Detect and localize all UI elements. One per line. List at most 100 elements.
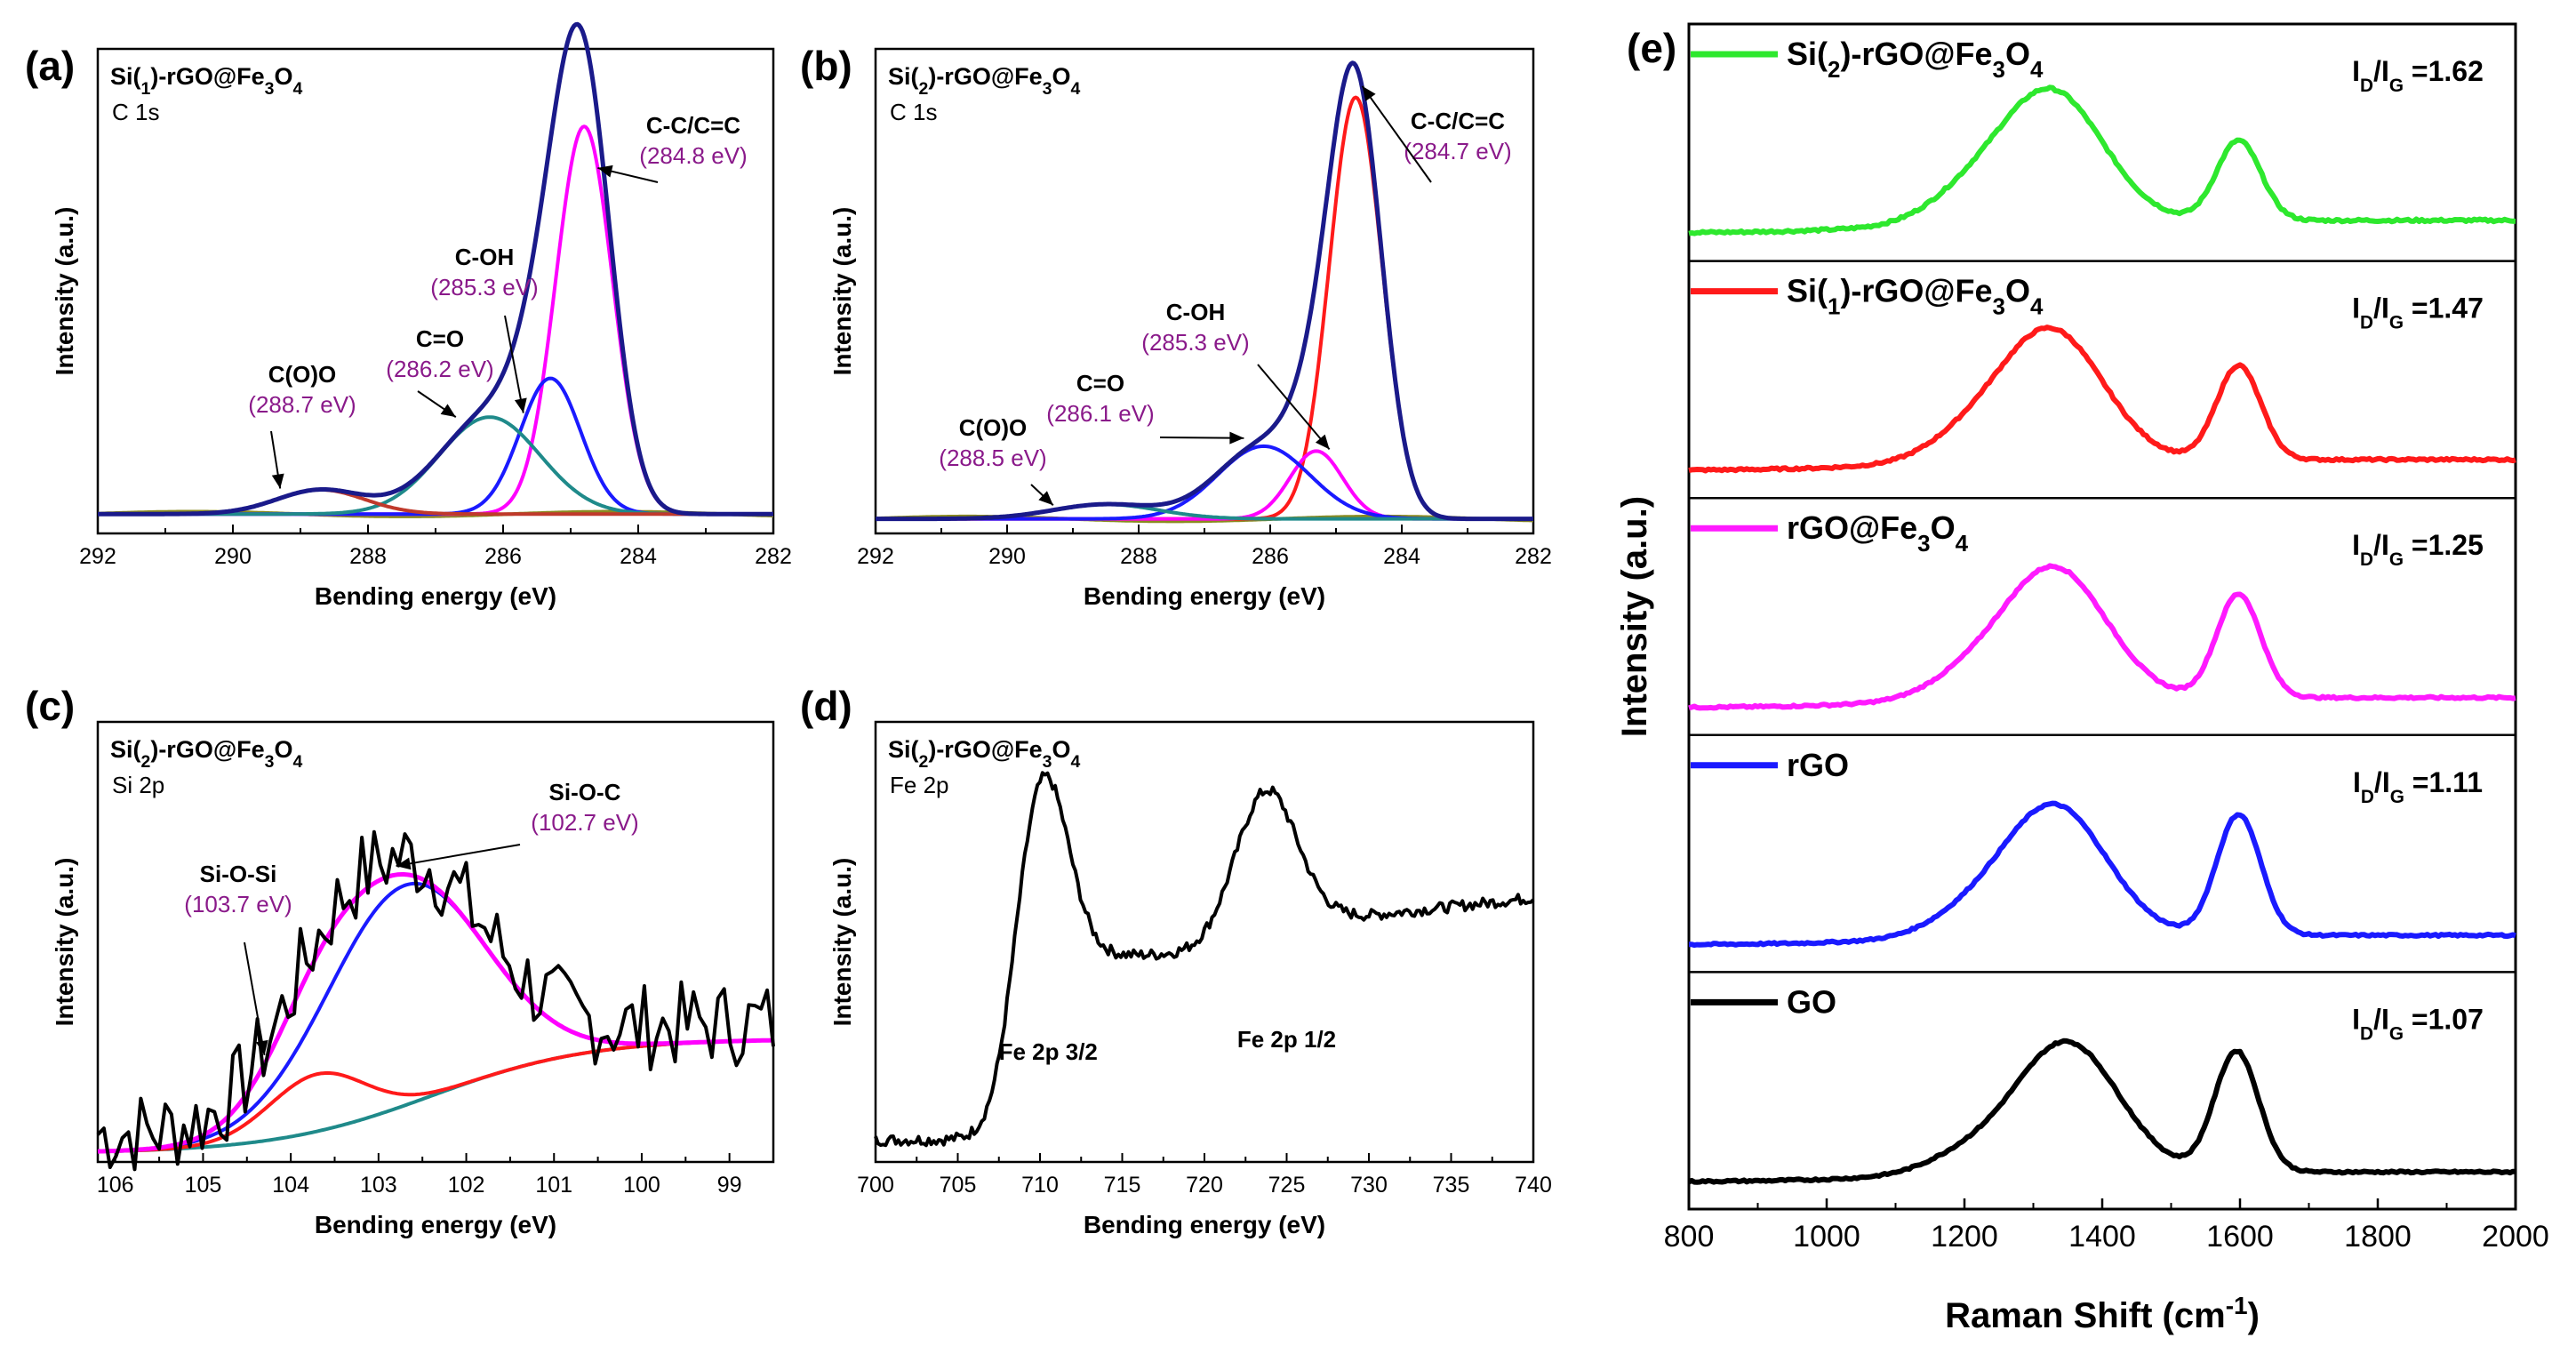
panel-c-xtick-label: 106 (97, 1173, 134, 1198)
panel-b-xtick-label: 286 (1252, 544, 1289, 569)
panel-b-peak-label-3: C(O)O (959, 414, 1028, 441)
panel-b-peak-2-arrow-head (1229, 431, 1244, 445)
panel-b-peak-label-0: C-C/C=C (1411, 108, 1505, 134)
panel-b-peak-1-arrow-head (1315, 434, 1330, 450)
panel-e-panel-label: (e) (1627, 25, 1676, 71)
panel-c-component-0 (97, 881, 773, 1154)
panel-d-xtick-label: 705 (940, 1173, 977, 1198)
panel-c-peak-value-1: (103.7 eV) (184, 891, 292, 917)
panel-d-xtick-label: 720 (1186, 1173, 1223, 1198)
panel-a-peak-1-arrow-line (504, 315, 524, 413)
panel-d-frame (874, 720, 1535, 1164)
panel-a-title: Si(1)-rGO@Fe3O4 (110, 63, 303, 99)
panel-e-xtick-label: 2000 (2482, 1220, 2549, 1254)
panel-e-ratio-2: ID/IG =1.25 (2352, 529, 2484, 570)
panel-e-xtick-label: 1600 (2206, 1220, 2274, 1254)
panel-b-envelope-curve (875, 60, 1534, 522)
panel-d-xtick-label: 735 (1433, 1173, 1470, 1198)
panel-c-peak-value-0: (102.7 eV) (531, 809, 638, 836)
panel-a-subtitle: C 1s (112, 99, 159, 125)
panel-e-ratio-3: ID/IG =1.11 (2353, 766, 2483, 807)
panel-d-annotation-0: Fe 2p 3/2 (999, 1038, 1098, 1065)
panel-a-peak-1-arrow-head (514, 397, 527, 413)
panel-e-xtick-label: 1400 (2068, 1220, 2136, 1254)
panel-b-peak-0-arrow-head (1362, 85, 1376, 101)
panel-d-y-axis-label: Intensity (a.u.) (828, 858, 856, 1027)
panel-a-x-axis-label: Bending energy (eV) (315, 582, 556, 610)
panel-c-frame (96, 720, 775, 1164)
panel-e-xtick-label: 800 (1664, 1220, 1715, 1254)
panel-b-peak-label-2: C=O (1076, 370, 1124, 397)
panel-b-peak-value-2: (286.1 eV) (1046, 400, 1154, 427)
panel-a-peak-label-3: C(O)O (268, 361, 337, 388)
panel-e-series-1-curve (1688, 324, 2516, 474)
panel-b-x-axis-label: Bending energy (eV) (1084, 582, 1325, 610)
panel-c-envelope-curve (97, 872, 773, 1154)
panel-e-xtick-label: 1200 (1931, 1220, 1998, 1254)
panel-b-peak-0-arrow-line (1361, 85, 1432, 183)
panel-a-xtick-label: 282 (755, 544, 792, 569)
panel-a-peak-2-arrow-head (440, 404, 456, 418)
panel-d-x-axis-label: Bending energy (eV) (1084, 1211, 1325, 1238)
panel-a-xtick-label: 292 (79, 544, 116, 569)
panel-d-annotation-1: Fe 2p 1/2 (1237, 1026, 1336, 1053)
panel-e-ratio-1: ID/IG =1.47 (2352, 292, 2484, 333)
panel-e-xtick-label: 1800 (2344, 1220, 2412, 1254)
panel-e-series-3-curve (1688, 800, 2516, 949)
panel-c-title: Si(2)-rGO@Fe3O4 (110, 736, 303, 772)
panel-a-xtick-label: 288 (349, 544, 387, 569)
panel-b-xtick-label: 292 (857, 544, 894, 569)
panel-a-component-1 (97, 376, 774, 517)
panel-a-peak-value-3: (288.7 eV) (248, 391, 356, 418)
panel-a-peak-value-0: (284.8 eV) (639, 142, 747, 169)
panel-c-y-axis-label: Intensity (a.u.) (51, 858, 78, 1027)
panel-c-subtitle: Si 2p (112, 772, 164, 798)
panel-b-xtick-label: 282 (1515, 544, 1552, 569)
panel-b-peak-1-arrow-line (1257, 364, 1331, 451)
panel-a-peak-label-2: C=O (416, 325, 464, 352)
panel-b-peak-value-3: (288.5 eV) (939, 445, 1046, 471)
panel-c-xtick-label: 101 (535, 1173, 572, 1198)
panel-b-title: Si(2)-rGO@Fe3O4 (888, 63, 1081, 99)
panel-c-x-axis-label: Bending energy (eV) (315, 1211, 556, 1238)
panel-a-component-2 (97, 415, 774, 517)
panel-c-raw-curve (96, 829, 775, 1172)
panel-c-xtick-label: 103 (360, 1173, 397, 1198)
panel-e-legend-label-3: rGO (1787, 747, 1849, 783)
panel-e-y-axis-label: Intensity (a.u.) (1615, 496, 1654, 737)
panel-e-series-2-curve (1688, 563, 2516, 711)
panel-a-envelope-curve (97, 21, 774, 517)
panel-e-legend-label-1: Si(1)-rGO@Fe3O4 (1787, 273, 2044, 320)
panel-b-y-axis-label: Intensity (a.u.) (828, 207, 856, 376)
panel-c-peak-1-arrow-line (244, 941, 266, 1056)
panel-c-peak-0-arrow-head (396, 857, 412, 870)
panel-a-xtick-label: 284 (620, 544, 657, 569)
panel-a-peak-label-1: C-OH (455, 244, 514, 270)
panel-e-legend-label-0: Si(2)-rGO@Fe3O4 (1787, 36, 2044, 83)
panel-e-legend-label-2: rGO@Fe3O4 (1787, 509, 1969, 557)
panel-d-panel-label: (d) (800, 683, 852, 729)
panel-a-xtick-label: 290 (214, 544, 252, 569)
panel-e-series-0-curve (1688, 84, 2516, 236)
panel-d-xtick-label: 740 (1515, 1173, 1552, 1198)
panel-d-subtitle: Fe 2p (890, 772, 949, 798)
panel-a-y-axis-label: Intensity (a.u.) (51, 207, 78, 376)
panel-b-xtick-label: 290 (988, 544, 1026, 569)
panel-a-peak-0-arrow-head (597, 164, 613, 178)
panel-c-xtick-label: 102 (448, 1173, 485, 1198)
panel-c-peak-1-arrow-head (255, 1039, 268, 1055)
panel-c-xtick-label: 100 (623, 1173, 660, 1198)
panel-e-ratio-0: ID/IG =1.62 (2352, 55, 2484, 96)
panel-d-xtick-label: 725 (1268, 1173, 1306, 1198)
panel-b-panel-label: (b) (800, 43, 852, 89)
panel-a-peak-3-arrow-head (271, 473, 284, 489)
panel-c-xtick-label: 99 (717, 1173, 742, 1198)
panel-b-peak-label-1: C-OH (1166, 299, 1225, 325)
panel-d-title: Si(2)-rGO@Fe3O4 (888, 736, 1081, 772)
panel-e-legend-label-4: GO (1787, 983, 1836, 1020)
panel-c-peak-label-0: Si-O-C (549, 779, 621, 805)
panel-b-subtitle: C 1s (890, 99, 937, 125)
panel-a-panel-label: (a) (25, 43, 75, 89)
panel-c-xtick-label: 104 (272, 1173, 309, 1198)
